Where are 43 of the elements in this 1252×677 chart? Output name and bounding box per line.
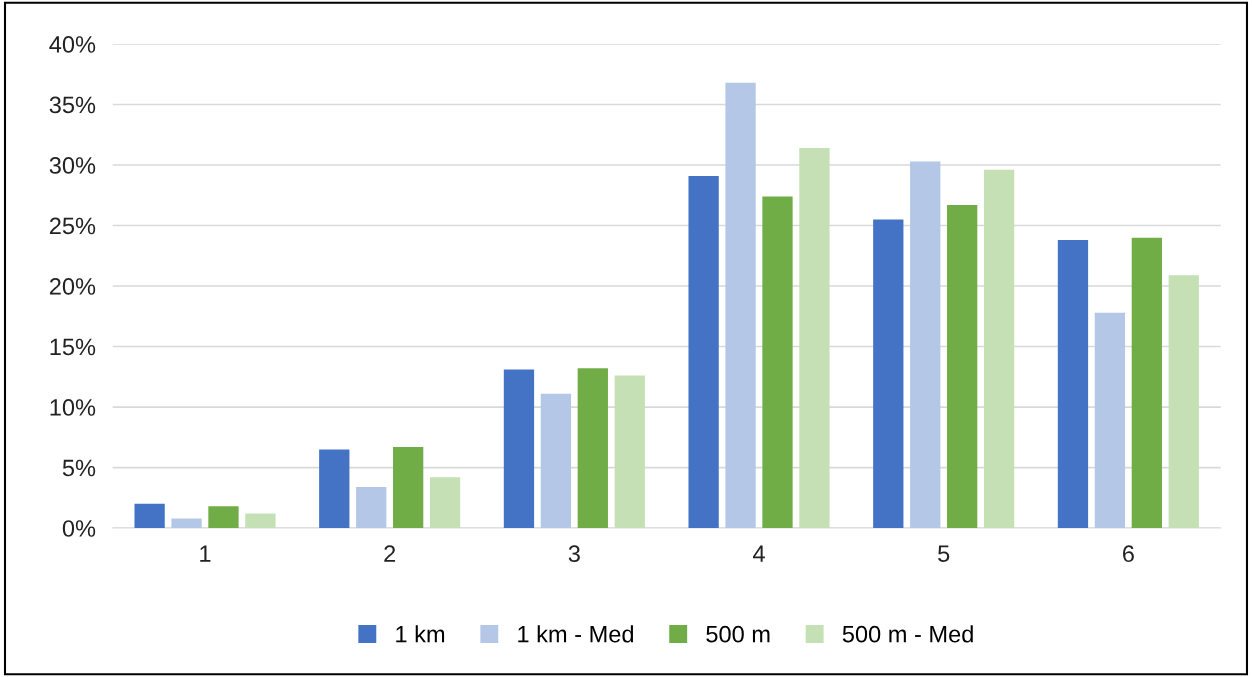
y-tick-label: 30% (49, 157, 96, 174)
bar (688, 175, 719, 529)
bar (910, 161, 941, 529)
legend-label: 1 km (396, 625, 445, 643)
bar (873, 219, 904, 529)
y-tick-label: 0% (62, 520, 96, 537)
x-tick-label: 1 (200, 545, 211, 562)
bar (1131, 237, 1162, 529)
y-tick-label: 40% (49, 36, 96, 53)
bar (356, 486, 387, 529)
bar (134, 503, 165, 529)
bar (503, 369, 535, 529)
legend-label: 500 m - Med (842, 625, 973, 643)
bar (614, 375, 645, 529)
x-tick-label: 3 (568, 545, 580, 563)
y-tick-label: 10% (50, 399, 96, 416)
bar (540, 393, 572, 529)
y-tick-label: 5% (62, 459, 96, 477)
bar (725, 82, 756, 529)
bar (577, 368, 608, 529)
y-tick-label: 25% (49, 217, 96, 235)
x-tick-label: 6 (1123, 545, 1134, 563)
legend-label: 500 m (706, 625, 770, 643)
y-tick-label: 20% (49, 278, 96, 295)
x-tick-label: 2 (384, 545, 396, 562)
bar (799, 148, 830, 529)
y-tick-label: 15% (50, 338, 96, 356)
bar (1094, 312, 1126, 529)
bar (208, 506, 239, 529)
y-tick-label: 35% (49, 96, 96, 114)
bar (393, 446, 424, 529)
bar (245, 513, 276, 529)
bar (1057, 240, 1089, 529)
bar (1168, 275, 1199, 529)
x-tick-label: 4 (753, 545, 765, 562)
bar (429, 477, 461, 529)
bar (947, 204, 978, 529)
bar (762, 196, 793, 529)
legend-label: 1 km - Med (518, 625, 634, 643)
bar (983, 169, 1015, 529)
bar (319, 449, 350, 529)
x-tick-label: 5 (938, 545, 950, 563)
bar (171, 518, 202, 529)
